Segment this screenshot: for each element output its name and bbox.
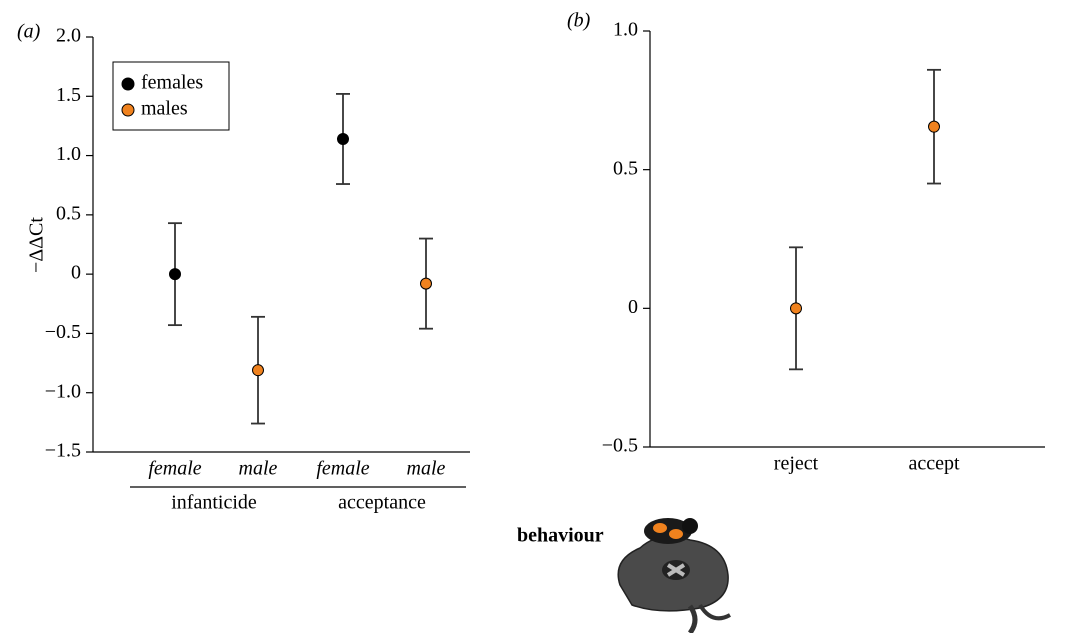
y-tick-label: 0 [71, 262, 81, 284]
x-tick-label: male [239, 458, 278, 480]
x-tick-label: female [316, 458, 369, 480]
beetle-illustration [618, 518, 730, 633]
panel-label: (a) [17, 21, 41, 43]
legend-label: males [141, 98, 188, 120]
group-label: infanticide [171, 492, 257, 514]
x-axis-label: behaviour [517, 525, 604, 547]
figure: (a) (b) −ΔΔCt behaviour −1.5 −1.0 −0.5 0 0.5… [0, 0, 1075, 633]
x-tick-label: accept [908, 453, 960, 475]
point [791, 303, 802, 314]
y-tick-label: 1.5 [56, 84, 81, 106]
y-axis-label: −ΔΔCt [26, 217, 48, 273]
y-tick-label: 0.5 [613, 157, 638, 179]
legend-label: females [141, 72, 203, 94]
legend-marker [122, 78, 134, 90]
point [421, 278, 432, 289]
x-tick-label: reject [774, 453, 819, 475]
y-tick-label: −1.5 [45, 440, 81, 462]
y-tick-label: −1.0 [45, 380, 81, 402]
y-tick-label: 0.5 [56, 202, 81, 224]
point [253, 365, 264, 376]
y-tick-label: −0.5 [45, 321, 81, 343]
point [170, 269, 181, 280]
y-tick-label: −0.5 [602, 435, 638, 457]
group-label: acceptance [338, 492, 426, 514]
y-tick-label: 1.0 [56, 143, 81, 165]
x-tick-label: male [407, 458, 446, 480]
panel-label: (b) [567, 10, 591, 32]
y-tick-label: 0 [628, 296, 638, 318]
y-tick-label: 1.0 [613, 19, 638, 41]
legend-marker [122, 104, 134, 116]
y-tick-label: 2.0 [56, 25, 81, 47]
point [338, 133, 349, 144]
x-tick-label: female [148, 458, 201, 480]
point [929, 121, 940, 132]
